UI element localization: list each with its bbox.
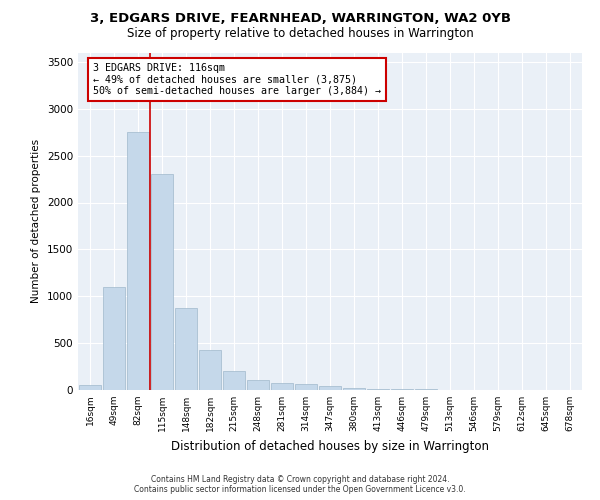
X-axis label: Distribution of detached houses by size in Warrington: Distribution of detached houses by size … [171, 440, 489, 452]
Bar [199, 350, 221, 390]
Text: Size of property relative to detached houses in Warrington: Size of property relative to detached ho… [127, 28, 473, 40]
Bar [295, 384, 317, 390]
Bar [103, 287, 125, 390]
Bar [319, 386, 341, 390]
Bar [223, 371, 245, 390]
Bar [415, 389, 437, 390]
Text: Contains HM Land Registry data © Crown copyright and database right 2024.
Contai: Contains HM Land Registry data © Crown c… [134, 474, 466, 494]
Y-axis label: Number of detached properties: Number of detached properties [31, 139, 41, 304]
Bar [175, 308, 197, 390]
Bar [271, 382, 293, 390]
Bar [151, 174, 173, 390]
Text: 3, EDGARS DRIVE, FEARNHEAD, WARRINGTON, WA2 0YB: 3, EDGARS DRIVE, FEARNHEAD, WARRINGTON, … [89, 12, 511, 26]
Text: 3 EDGARS DRIVE: 116sqm
← 49% of detached houses are smaller (3,875)
50% of semi-: 3 EDGARS DRIVE: 116sqm ← 49% of detached… [93, 62, 381, 96]
Bar [367, 388, 389, 390]
Bar [127, 132, 149, 390]
Bar [343, 388, 365, 390]
Bar [247, 380, 269, 390]
Bar [79, 385, 101, 390]
Bar [391, 389, 413, 390]
